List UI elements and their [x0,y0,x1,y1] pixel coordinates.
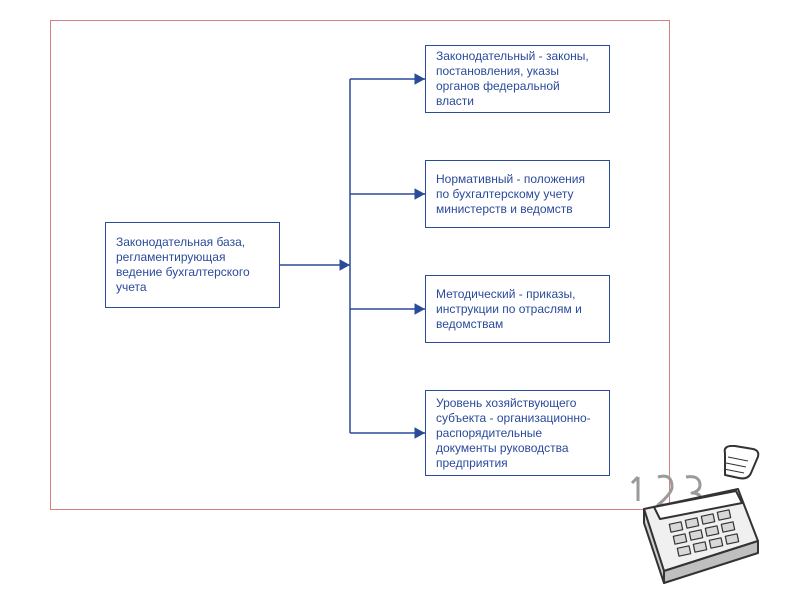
child-node: Нормативный - положения по бухгалтерском… [425,160,610,228]
child-label: Методический - приказы, инструкции по от… [436,287,599,332]
root-label: Законодательная база, регламентирующая в… [116,235,269,295]
child-label: Нормативный - положения по бухгалтерском… [436,172,599,217]
child-node: Методический - приказы, инструкции по от… [425,275,610,343]
child-node: Законодательный - законы, постановления,… [425,45,610,113]
child-node: Уровень хозяйствующего субъекта - органи… [425,390,610,476]
child-label: Уровень хозяйствующего субъекта - органи… [436,396,599,471]
child-label: Законодательный - законы, постановления,… [436,49,599,109]
calculator-icon [620,445,770,585]
root-node: Законодательная база, регламентирующая в… [105,222,280,308]
